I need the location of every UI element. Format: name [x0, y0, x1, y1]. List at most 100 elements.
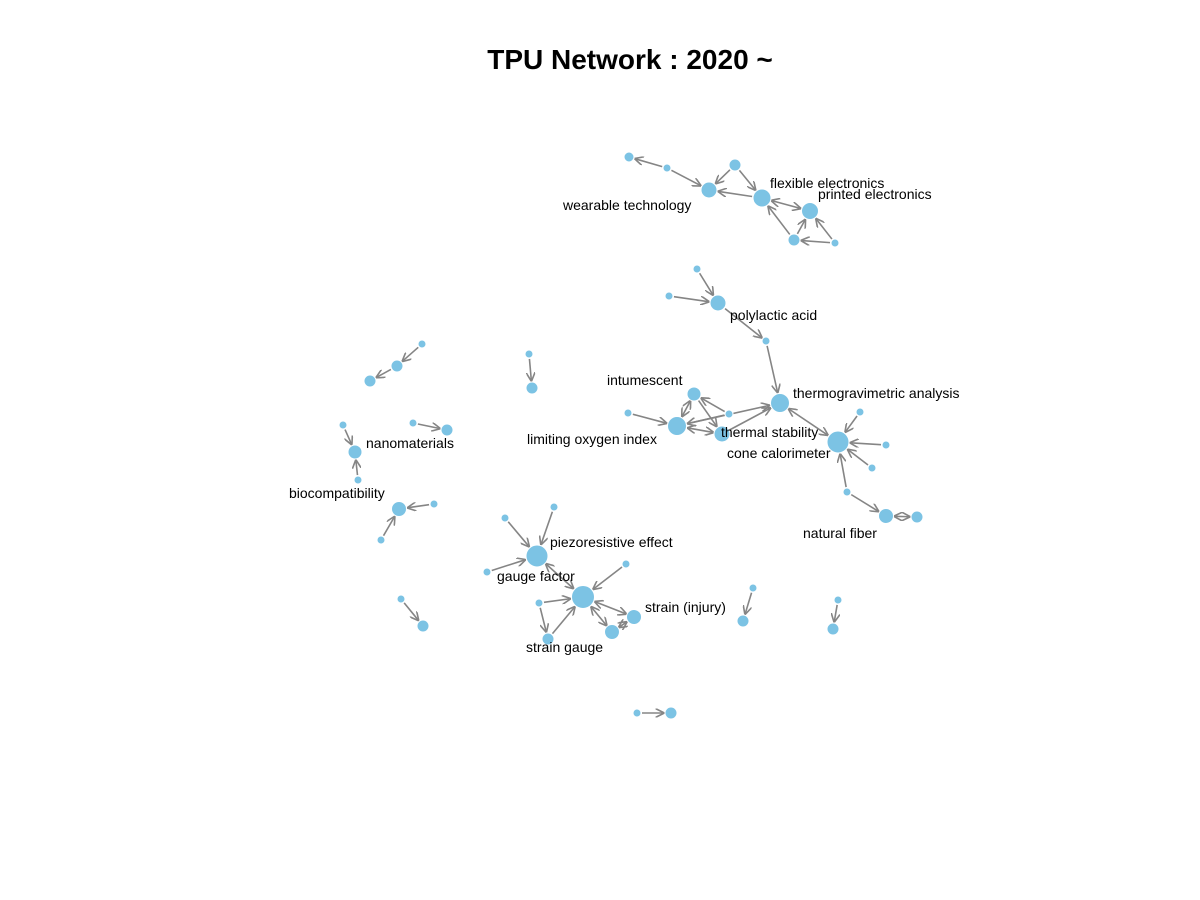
edge-i9-i8 [619, 622, 627, 627]
node-label-piezoresistive-effect: piezoresistive effect [550, 534, 673, 550]
node-h1 [429, 499, 439, 509]
edge-a8-a6 [816, 219, 833, 240]
node-f3 [353, 475, 363, 485]
node-b4 [761, 336, 771, 346]
node-d1 [417, 339, 427, 349]
edge-a2-a3 [671, 169, 700, 185]
node-m2 [664, 706, 678, 720]
node-c12 [878, 508, 894, 524]
edge-c10-c7 [848, 450, 869, 466]
node-a8 [830, 238, 840, 248]
edge-c8-c7 [845, 415, 858, 432]
node-label-natural-fiber: natural fiber [803, 525, 877, 541]
edge-h3-h2 [382, 517, 395, 537]
node-c10 [867, 463, 877, 473]
node-i4 [482, 567, 492, 577]
edge-i7-i10 [539, 607, 546, 632]
node-a3 [700, 181, 718, 199]
edge-c1-c4 [697, 400, 717, 427]
node-d3 [363, 374, 377, 388]
node-label-cone-calorimeter: cone calorimeter [727, 445, 831, 461]
edge-g1-g2 [417, 424, 440, 428]
node-c5 [724, 409, 734, 419]
node-c9 [881, 440, 891, 450]
node-i8 [626, 609, 642, 625]
edge-layer [345, 159, 909, 713]
edge-i3-i5 [546, 564, 573, 588]
node-a2 [662, 163, 672, 173]
node-f2 [347, 444, 363, 460]
node-i5 [571, 585, 595, 609]
node-label-nanomaterials: nanomaterials [366, 435, 454, 451]
node-l1 [833, 595, 843, 605]
edge-f1-f2 [345, 429, 352, 445]
edge-l1-l2 [834, 604, 837, 622]
edge-b4-c6 [766, 345, 777, 392]
edge-i10-i5 [551, 607, 574, 635]
edge-f3-f2 [356, 460, 358, 476]
node-label-limiting-oxygen-index: limiting oxygen index [527, 431, 657, 447]
node-c7 [826, 430, 850, 454]
edge-j1-j2 [403, 602, 418, 620]
node-c6 [770, 393, 790, 413]
node-i9 [604, 624, 620, 640]
node-f1 [338, 420, 348, 430]
node-h2 [391, 501, 407, 517]
node-i6 [621, 559, 631, 569]
edge-c2-c3 [632, 413, 667, 423]
edge-c4-c3 [688, 428, 713, 432]
node-i3 [525, 544, 549, 568]
edge-c6-c7 [789, 409, 828, 435]
node-label-gauge-factor: gauge factor [497, 568, 575, 584]
node-i1 [500, 513, 510, 523]
edge-i6-i5 [593, 566, 623, 589]
node-label-polylactic-acid: polylactic acid [730, 307, 817, 323]
edge-d1-d2 [403, 346, 419, 361]
edge-i8-i5 [595, 602, 626, 614]
edge-b3-b4 [724, 307, 762, 338]
node-label-wearable-technology: wearable technology [562, 197, 691, 213]
node-label-printed-electronics: printed electronics [818, 186, 932, 202]
edge-a5-a6 [772, 201, 801, 209]
node-i2 [549, 502, 559, 512]
node-layer [338, 151, 924, 720]
node-k1 [748, 583, 758, 593]
node-k2 [736, 614, 750, 628]
node-b3 [709, 294, 727, 312]
node-g1 [408, 418, 418, 428]
edge-b2-b3 [673, 295, 709, 302]
node-label-biocompatibility: biocompatibility [289, 485, 385, 501]
node-label-thermogravimetric-analysis: thermogravimetric analysis [793, 385, 960, 401]
node-b1 [692, 264, 702, 274]
edge-i1-i3 [507, 521, 529, 547]
node-l2 [826, 622, 840, 636]
node-c1 [686, 386, 702, 402]
node-label-flexible-electronics: flexible electronics [770, 175, 884, 191]
node-a5 [752, 188, 772, 208]
edge-a8-a7 [801, 241, 831, 243]
node-a6 [801, 202, 819, 220]
node-b2 [664, 291, 674, 301]
edge-e1-e2 [529, 358, 531, 381]
node-c11 [842, 487, 852, 497]
node-e2 [525, 381, 539, 395]
node-e1 [524, 349, 534, 359]
edge-b1-b3 [698, 272, 713, 295]
edge-a4-a5 [738, 169, 755, 189]
chart-title: TPU Network : 2020 ~ [487, 44, 773, 75]
edge-a5-a3 [718, 191, 753, 198]
node-c4 [713, 425, 731, 443]
edge-a2-a1 [635, 159, 663, 168]
edge-k1-k2 [745, 592, 753, 614]
edge-d2-d3 [377, 368, 392, 377]
edge-c1-c3 [682, 401, 690, 416]
edge-c5-c1 [701, 398, 726, 413]
node-a4 [728, 158, 742, 172]
node-d2 [390, 359, 404, 373]
node-a1 [623, 151, 635, 163]
node-i10 [541, 632, 555, 646]
node-a7 [787, 233, 801, 247]
edge-c9-c7 [850, 443, 882, 445]
